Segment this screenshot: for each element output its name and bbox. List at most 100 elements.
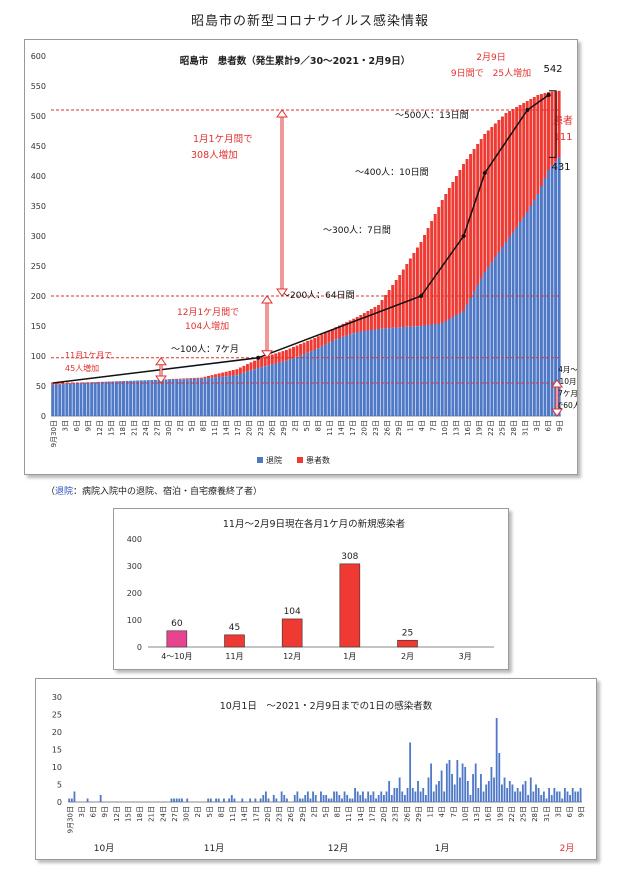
page-title: 昭島市の新型コロナウイルス感染情報 (190, 14, 429, 29)
bar-patients (366, 311, 370, 331)
bar (493, 777, 495, 802)
bar-patients (490, 127, 494, 262)
cumulative-chart-frame: 0 50 100 150 200 250 300 350 400 450 500 550 600 9月30… (24, 39, 581, 475)
x-tick-label: 16日 (464, 420, 472, 436)
data-label: 104 (284, 607, 301, 617)
y-tick-label: 200 (127, 589, 142, 598)
bar (372, 791, 375, 802)
bar (553, 788, 556, 802)
bar-patients (543, 93, 547, 178)
bar-recovered (253, 369, 257, 416)
footnote: （退院：病院入院中の退院、宿泊・自宅療養終了者） (46, 484, 262, 497)
x-tick-label: 11日 (326, 420, 334, 436)
y-tick-label: 150 (31, 322, 46, 331)
annotation-recovered: 431 (551, 162, 570, 173)
bar-recovered (249, 370, 253, 416)
bar-recovered (437, 323, 441, 416)
bar-recovered (338, 338, 342, 416)
bar-recovered (114, 381, 118, 416)
x-tick-label: 12月 (283, 652, 301, 661)
bar-recovered (543, 178, 547, 416)
bar-patients (277, 352, 281, 363)
bar (516, 788, 519, 802)
monthly-chart-frame: 11月～2月9日現在各月1ケ月の新規感染者 0 100 200 300 400 60 4～10… (113, 508, 509, 670)
y-tick-label: 0 (41, 412, 46, 421)
annotation-apr-3: 7ケ月 (558, 389, 577, 398)
bar-recovered (447, 319, 451, 416)
x-tick-label: 6日 (90, 806, 98, 817)
bar (264, 791, 267, 802)
bar (501, 784, 503, 802)
bar (521, 784, 524, 802)
chart-title: 10月1日 ～2021・2月9日までの1日の感染者数 (220, 700, 433, 712)
bar-patients (550, 91, 554, 166)
bar (217, 798, 220, 802)
bar-recovered (274, 363, 278, 416)
bar-recovered (362, 331, 366, 416)
bar (306, 791, 309, 802)
x-tick-label: 20日 (264, 806, 272, 822)
note-text: ：病院入院中の退院、宿泊・自宅療養終了者 (73, 487, 254, 497)
bar-recovered (391, 327, 395, 416)
x-tick-label: 2日 (291, 420, 299, 431)
bar (359, 795, 362, 802)
y-tick-label: 300 (31, 232, 46, 241)
bar-recovered (469, 298, 473, 416)
x-tick-label: 1月 (343, 652, 356, 661)
bar-patients (235, 369, 239, 376)
bar-recovered (334, 339, 338, 416)
x-tick-label: 3日 (554, 806, 562, 817)
x-tick-label: 9日 (101, 806, 109, 817)
bar-patients (387, 290, 391, 329)
bar-recovered (54, 384, 58, 416)
trend-point (546, 93, 551, 97)
bar-recovered (373, 329, 377, 416)
bar-recovered (330, 341, 334, 416)
bar-recovered (175, 379, 179, 416)
bar-patients (430, 221, 434, 325)
bar-recovered (143, 380, 147, 416)
bar (170, 798, 173, 802)
x-tick-label: 17日 (234, 420, 242, 436)
annotation-jan-1: 1月1ケ月間で (193, 134, 253, 145)
bar-patients (323, 332, 327, 345)
bar-recovered (125, 380, 129, 416)
bar (186, 798, 189, 802)
bar-recovered (504, 242, 508, 416)
x-tick-label: 15日 (124, 806, 132, 822)
bar-patients (377, 305, 380, 329)
annotation-patients-1: 患者 (553, 115, 573, 127)
bar-recovered (83, 382, 87, 416)
x-tick-label: 17日 (368, 806, 376, 822)
bar (511, 784, 514, 802)
bar-patients (260, 357, 264, 368)
month-label: 10月 (94, 843, 114, 854)
bar-recovered (500, 247, 504, 416)
bar-recovered (408, 326, 412, 416)
bar-patients (398, 275, 402, 328)
x-tick-label: 4日 (438, 806, 446, 817)
bar-recovered (320, 346, 324, 416)
bar (280, 791, 283, 802)
bar (314, 795, 317, 802)
bar (166, 630, 188, 648)
x-tick-label: 5日 (322, 806, 330, 817)
annotation-feb-2: 9日間で 25人増加 (451, 67, 531, 79)
annotation-nov-1: 11月1ケ月で (65, 351, 112, 360)
bar-recovered (93, 382, 97, 416)
note-open: （ (46, 487, 56, 497)
bar (548, 788, 551, 802)
bar (377, 795, 380, 802)
bar (579, 788, 582, 802)
annotation-dec-1: 12月1ケ月間で (177, 307, 239, 318)
bar-patients (274, 353, 278, 364)
month-label: 12月 (328, 843, 348, 854)
bar-recovered (168, 379, 172, 416)
bar-patients (224, 371, 228, 377)
bar-recovered (150, 380, 154, 416)
arrow-nov-head-top (155, 356, 167, 366)
bar (459, 777, 461, 802)
bar (351, 798, 354, 802)
legend-label: 退院 (266, 455, 282, 465)
daily-chart: 10月1日 ～2021・2月9日までの1日の感染者数 0 5 10 15 20 25 30 9月… (52, 693, 586, 854)
